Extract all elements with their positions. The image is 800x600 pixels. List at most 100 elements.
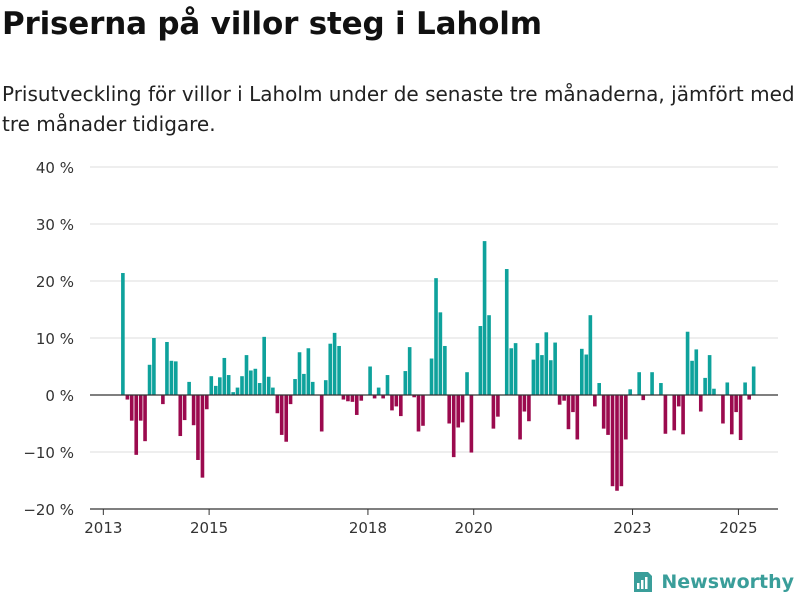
bar	[482, 241, 487, 395]
bar	[399, 395, 403, 417]
bar	[134, 395, 139, 455]
bar	[434, 278, 438, 395]
bar	[138, 395, 143, 421]
bar	[694, 349, 699, 395]
bar	[557, 395, 562, 405]
bar	[743, 382, 747, 395]
bar	[306, 348, 311, 395]
axis-layer	[90, 394, 778, 515]
y-tick-labels: 40 % 30 % 20 % 10 % 0 % −10 % −20 %	[23, 159, 74, 519]
x-tick-labels: 2013 2015 2018 2020 2023 2025	[84, 519, 757, 537]
bar	[451, 395, 456, 458]
bar	[297, 352, 302, 395]
y-tick-label: 40 %	[36, 159, 74, 177]
bar	[376, 387, 381, 395]
bar	[372, 395, 377, 399]
bar	[734, 395, 738, 413]
bar	[257, 383, 262, 395]
bar	[381, 395, 385, 399]
bar	[562, 395, 566, 401]
bar	[196, 395, 200, 460]
bar	[240, 376, 244, 395]
bar	[690, 360, 694, 395]
bar	[707, 355, 712, 395]
bar	[588, 315, 593, 395]
newsworthy-logo-icon	[634, 572, 653, 592]
bar	[522, 395, 527, 412]
bars-layer	[121, 241, 756, 491]
bar	[328, 343, 333, 395]
y-tick-label: 30 %	[36, 216, 74, 234]
bar	[125, 395, 130, 400]
bar	[491, 395, 496, 429]
bar	[751, 366, 756, 395]
chart-subtitle: Prisutveckling för villor i Laholm under…	[2, 82, 795, 136]
bar	[266, 376, 271, 395]
bar	[226, 375, 231, 395]
bar	[231, 392, 235, 395]
bar	[685, 331, 690, 395]
bar	[676, 395, 681, 407]
bar	[332, 332, 337, 395]
bar	[513, 343, 518, 395]
bar	[566, 395, 571, 430]
bar	[496, 395, 500, 417]
last-value-label: 5 %	[744, 0, 774, 4]
bar	[729, 395, 734, 435]
bar	[412, 395, 416, 398]
bar	[456, 395, 461, 428]
bar	[465, 372, 469, 395]
bar	[143, 395, 147, 442]
bar	[288, 395, 293, 405]
y-tick-label: −20 %	[23, 501, 74, 519]
bar	[584, 354, 589, 395]
bar	[403, 371, 408, 395]
bar	[579, 348, 584, 395]
y-tick-label: 10 %	[36, 330, 74, 348]
x-tick-label: 2023	[613, 519, 651, 537]
bar	[460, 395, 465, 423]
x-tick-label: 2015	[190, 519, 228, 537]
bar	[204, 395, 209, 410]
bar	[721, 395, 725, 424]
bar	[712, 388, 716, 395]
bar	[535, 343, 540, 395]
bar	[478, 326, 483, 395]
bar	[218, 377, 222, 395]
bar	[129, 395, 134, 421]
bar	[703, 377, 707, 395]
bar	[619, 395, 624, 487]
bar	[368, 366, 372, 395]
bar	[394, 395, 399, 407]
bar	[169, 360, 174, 395]
chart-title: Priserna på villor steg i Laholm	[2, 6, 542, 42]
bar	[597, 383, 601, 395]
bar	[438, 312, 443, 395]
bar	[672, 395, 677, 431]
bar	[161, 395, 165, 405]
bar	[323, 380, 328, 395]
bar	[191, 395, 196, 426]
bar	[173, 361, 178, 395]
bar	[302, 373, 306, 395]
bar	[279, 395, 284, 435]
bar	[209, 376, 214, 395]
bar	[147, 364, 152, 395]
x-tick-label: 2020	[455, 519, 493, 537]
bar	[182, 395, 187, 421]
bar	[628, 389, 633, 395]
bar	[725, 382, 730, 395]
bar	[429, 358, 434, 395]
bar	[575, 395, 580, 440]
bar	[527, 395, 531, 422]
bar	[165, 341, 169, 395]
bar	[548, 360, 553, 395]
bar	[284, 395, 289, 442]
bar	[540, 355, 544, 395]
y-tick-label: 20 %	[36, 273, 74, 291]
bar	[253, 368, 258, 395]
grid-layer	[90, 166, 778, 510]
y-tick-label: −10 %	[23, 444, 74, 462]
bar	[310, 381, 315, 395]
